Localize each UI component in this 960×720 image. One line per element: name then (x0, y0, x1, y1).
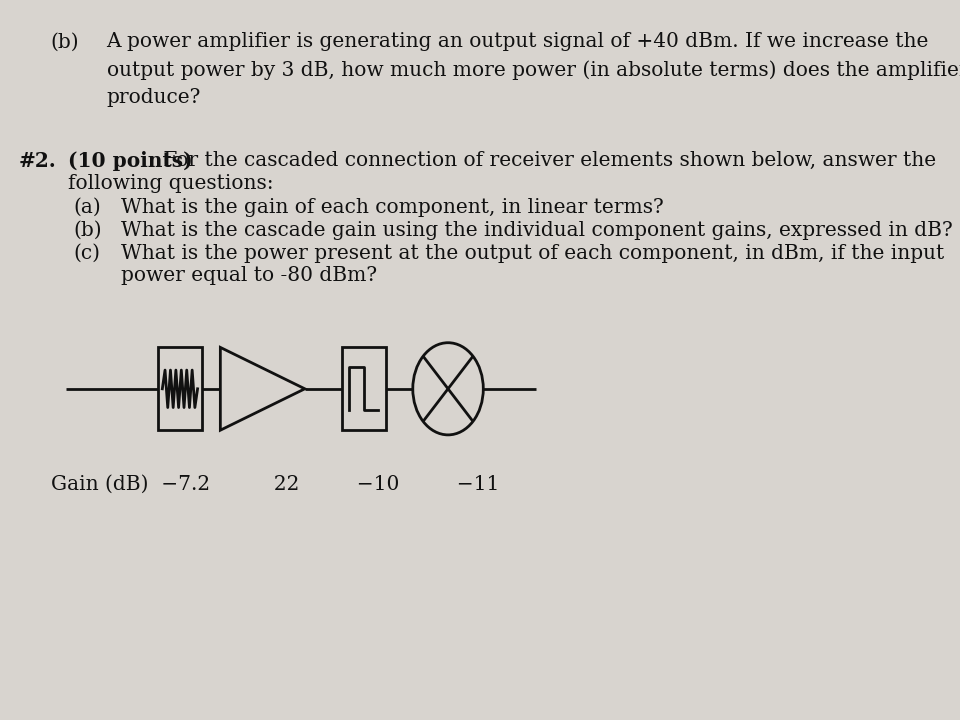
Text: What is the gain of each component, in linear terms?: What is the gain of each component, in l… (121, 198, 664, 217)
Text: What is the cascade gain using the individual component gains, expressed in dB?: What is the cascade gain using the indiv… (121, 221, 953, 240)
Text: (a): (a) (74, 198, 101, 217)
Text: (c): (c) (74, 244, 101, 263)
Text: What is the power present at the output of each component, in dBm, if the input: What is the power present at the output … (121, 244, 945, 263)
Text: For the cascaded connection of receiver elements shown below, answer the: For the cascaded connection of receiver … (157, 151, 936, 170)
Text: (b): (b) (74, 221, 102, 240)
Text: following questions:: following questions: (68, 174, 274, 193)
Text: power equal to -80 dBm?: power equal to -80 dBm? (121, 266, 377, 285)
Text: (b): (b) (50, 32, 79, 51)
Text: (10 points): (10 points) (68, 151, 193, 171)
Text: Gain (dB)  −7.2          22         −10         −11: Gain (dB) −7.2 22 −10 −11 (52, 475, 500, 494)
Text: A power amplifier is generating an output signal of +40 dBm. If we increase the
: A power amplifier is generating an outpu… (107, 32, 960, 107)
Text: #2.: #2. (18, 151, 56, 171)
